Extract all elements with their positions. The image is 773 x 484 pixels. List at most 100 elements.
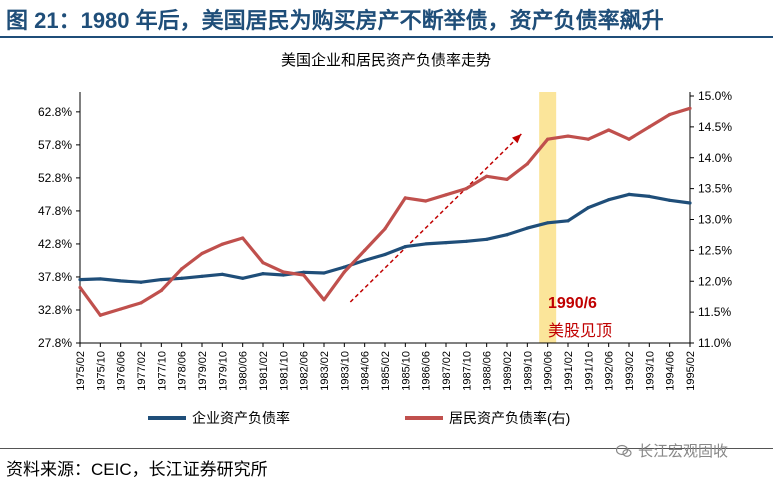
left-tick-label: 32.8% bbox=[38, 303, 72, 317]
household-point bbox=[322, 298, 326, 302]
x-tick-label: 1993/10 bbox=[644, 351, 656, 391]
trend-arrow-line bbox=[349, 133, 522, 303]
household-point bbox=[546, 137, 550, 141]
household-point bbox=[200, 251, 204, 256]
x-tick-label: 1989/10 bbox=[522, 351, 534, 391]
left-tick-label: 52.8% bbox=[38, 171, 72, 185]
x-tick-label: 1983/10 bbox=[339, 351, 351, 391]
household-point bbox=[607, 128, 611, 132]
corporate-point bbox=[546, 221, 550, 225]
right-tick-label: 14.5% bbox=[698, 120, 732, 134]
x-tick-label: 1991/02 bbox=[563, 351, 575, 391]
household-point bbox=[444, 193, 448, 197]
corporate-point bbox=[159, 277, 163, 282]
x-tick-label: 1977/10 bbox=[156, 351, 168, 391]
corporate-point bbox=[607, 198, 611, 202]
x-tick-label: 1991/10 bbox=[583, 351, 595, 391]
household-point bbox=[180, 267, 184, 271]
header-bar: 图 21：1980 年后，美国居民为购买房产不断举债，资产负债率飙升 bbox=[0, 0, 773, 38]
legend-label-corporate: 企业资产负债率 bbox=[192, 410, 290, 426]
left-tick-label: 27.8% bbox=[38, 336, 72, 350]
corporate-point bbox=[302, 270, 306, 274]
corporate-point bbox=[139, 280, 143, 284]
corporate-point bbox=[424, 242, 428, 246]
corporate-point bbox=[119, 279, 123, 283]
x-tick-label: 1983/02 bbox=[319, 351, 331, 391]
x-tick-label: 1992/06 bbox=[604, 351, 616, 391]
highlight-band bbox=[539, 92, 557, 343]
household-point bbox=[627, 137, 631, 141]
x-tick-label: 1975/02 bbox=[75, 351, 87, 391]
household-point bbox=[688, 106, 692, 110]
household-point bbox=[302, 273, 306, 277]
x-tick-label: 1985/10 bbox=[400, 351, 412, 391]
left-tick-label: 57.8% bbox=[38, 138, 72, 152]
household-point bbox=[281, 270, 285, 274]
household-point bbox=[363, 248, 367, 252]
household-point bbox=[586, 137, 590, 141]
x-tick-label: 1987/02 bbox=[441, 351, 453, 391]
x-tick-label: 1985/02 bbox=[380, 351, 392, 391]
x-tick-label: 1981/02 bbox=[258, 351, 270, 391]
corporate-point bbox=[485, 237, 489, 241]
x-tick-label: 1982/06 bbox=[299, 351, 311, 391]
x-tick-label: 1975/10 bbox=[95, 351, 107, 391]
x-tick-label: 1993/02 bbox=[624, 351, 636, 391]
household-point bbox=[119, 307, 123, 311]
corporate-point bbox=[98, 277, 102, 281]
corporate-point bbox=[322, 271, 326, 275]
right-tick-label: 12.5% bbox=[698, 243, 732, 257]
corporate-point bbox=[688, 201, 692, 205]
right-tick-label: 13.0% bbox=[698, 213, 732, 227]
household-point bbox=[139, 301, 143, 305]
household-point bbox=[464, 187, 468, 191]
corporate-point bbox=[363, 258, 367, 263]
x-tick-label: 1980/06 bbox=[238, 351, 250, 391]
household-point bbox=[647, 125, 651, 129]
household-point bbox=[485, 174, 489, 178]
x-tick-label: 1987/10 bbox=[461, 351, 473, 391]
corporate-point bbox=[220, 272, 224, 276]
corporate-point bbox=[444, 241, 448, 245]
corporate-point bbox=[525, 226, 529, 230]
household-point bbox=[159, 288, 163, 293]
x-tick-label: 1981/10 bbox=[278, 351, 290, 391]
x-tick-label: 1978/06 bbox=[177, 351, 189, 391]
corporate-point bbox=[281, 273, 285, 277]
household-point bbox=[383, 227, 387, 231]
left-tick-label: 47.8% bbox=[38, 204, 72, 218]
debt-ratio-chart: 美国企业和居民资产负债率走势 62.8% 57.8% 52.8% 47.8% 42.8% 3… bbox=[38, 51, 732, 426]
x-tick-label: 1979/02 bbox=[197, 351, 209, 391]
x-tick-label: 1995/02 bbox=[685, 351, 697, 391]
corporate-point bbox=[627, 192, 631, 197]
source-note: 资料来源：CEIC，长江证券研究所 bbox=[6, 460, 268, 479]
right-tick-label: 14.0% bbox=[698, 151, 732, 165]
household-point bbox=[424, 199, 428, 203]
corporate-point bbox=[261, 272, 265, 276]
left-tick-label: 62.8% bbox=[38, 105, 72, 119]
figure-title: 图 21：1980 年后，美国居民为购买房产不断举债，资产负债率飙升 bbox=[6, 8, 664, 33]
right-tick-label: 15.0% bbox=[698, 89, 732, 103]
corporate-point bbox=[200, 274, 204, 278]
household-point bbox=[220, 242, 224, 246]
legend-label-household: 居民资产负债率(右) bbox=[449, 410, 570, 426]
corporate-point bbox=[464, 239, 468, 243]
x-tick-label: 1988/06 bbox=[482, 351, 494, 391]
household-point bbox=[78, 285, 82, 290]
household-point bbox=[505, 177, 509, 181]
trend-arrow-head bbox=[512, 134, 522, 144]
left-tick-label: 37.8% bbox=[38, 270, 72, 284]
corporate-point bbox=[403, 244, 407, 249]
household-point bbox=[241, 236, 245, 240]
x-tick-label: 1979/10 bbox=[217, 351, 229, 391]
watermark: 长江宏观固收 bbox=[616, 440, 728, 461]
corporate-point bbox=[566, 219, 570, 223]
corporate-point bbox=[78, 277, 82, 282]
annotation-date: 1990/6 bbox=[548, 295, 597, 312]
household-point bbox=[261, 261, 265, 265]
chart-title: 美国企业和居民资产负债率走势 bbox=[281, 51, 491, 69]
corporate-point bbox=[586, 206, 590, 210]
corporate-point bbox=[668, 198, 672, 202]
household-point bbox=[403, 196, 407, 200]
x-tick-label: 1977/02 bbox=[136, 351, 148, 391]
